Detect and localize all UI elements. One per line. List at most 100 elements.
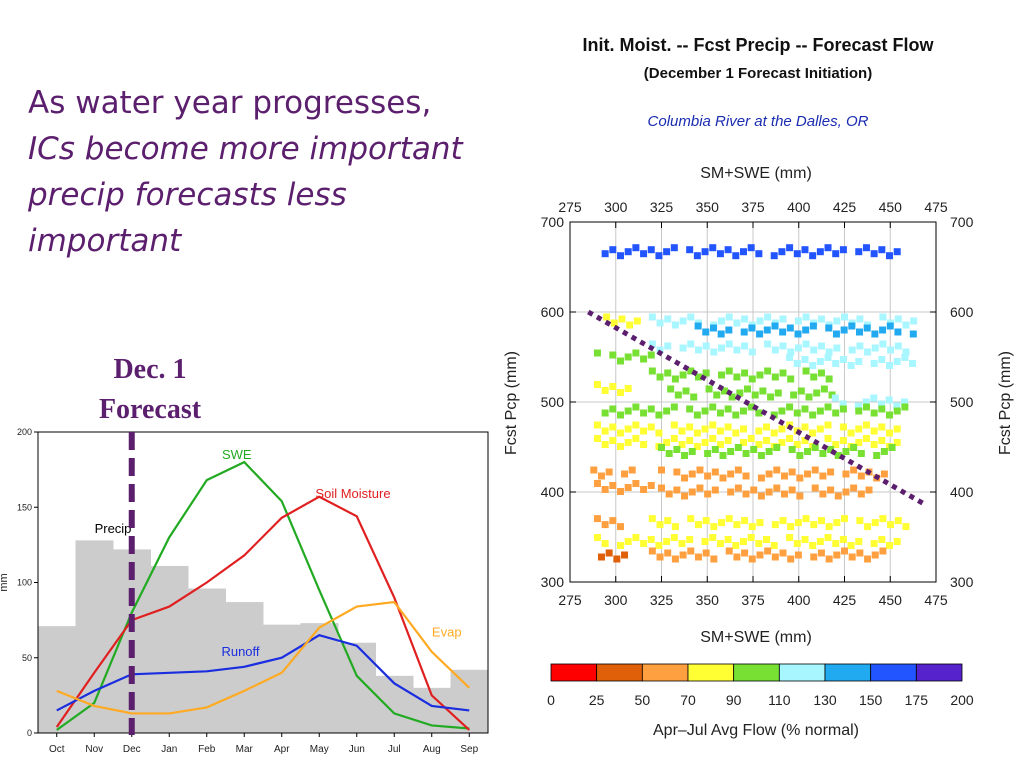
scatter-point [863,324,871,332]
scatter-point [716,441,724,448]
scatter-point [824,244,832,252]
scatter-point [794,317,802,325]
scatter-point [744,385,752,393]
scatter-point [628,466,636,474]
scatter-point [857,472,865,480]
scatter-point [687,547,695,555]
scatter-point [794,519,802,527]
scatter-point [696,466,704,474]
x-tick-label: Feb [198,744,216,755]
scatter-point [786,324,794,332]
scatter-point [809,252,817,260]
scatter-point [593,349,601,357]
scatter-point [701,425,709,433]
scatter-point [663,407,671,415]
scatter-point [739,248,747,256]
scatter-point [879,340,887,348]
scatter-point [640,427,648,435]
scatter-point [886,322,894,330]
scatter-point [790,391,798,399]
scatter-point [802,367,810,375]
scatter-point [885,396,893,404]
scatter-point [779,315,787,323]
scatter-point [663,538,671,545]
scatter-point [865,486,873,494]
x-tick-label: 450 [879,592,903,608]
scatter-point [658,484,665,492]
scatter-point [748,324,756,332]
x-tick-label: 350 [696,592,720,608]
scatter-point [910,317,918,325]
scatter-point [671,321,679,329]
scatter-point [742,472,750,480]
scatter-point [786,403,794,411]
scatter-point [709,244,717,252]
precip-bar [38,626,76,733]
scatter-point [593,480,601,487]
scatter-point [601,540,609,547]
trend-line [587,309,929,508]
scatter-point [690,393,698,401]
scatter-point [839,246,847,254]
scatter-point [824,403,832,411]
scatter-point [833,551,841,559]
scatter-point [816,358,824,365]
colorbar-tick-label: 150 [859,692,883,708]
scatter-point [879,326,887,334]
scatter-point [755,409,763,417]
colorbar-segment [915,663,963,682]
x-axis-label-top: SM+SWE (mm) [700,165,812,182]
y-tick-label: 0 [27,728,32,738]
scatter-point [686,437,694,444]
scatter-point [832,441,840,448]
scatter-point [893,358,901,365]
scatter-point [640,250,648,258]
scatter-point [609,351,617,359]
scatter-point [718,344,726,352]
scatter-point [833,317,841,325]
precip-bar [375,675,414,733]
scatter-point [864,348,872,356]
scatter-point [663,439,671,446]
colorbar-segment [824,663,872,682]
scatter-point [733,521,741,529]
scatter-point [810,521,818,529]
scatter-point [679,317,687,325]
scatter-point [771,373,779,381]
y-axis-label-right: Fcst Pcp (mm) [997,351,1014,455]
scatter-point [793,360,801,367]
y-tick-label-right: 700 [950,214,974,230]
scatter-point [679,551,687,559]
scatter-point [887,346,895,354]
scatter-point [848,322,856,330]
scatter-point [624,353,632,361]
colorbar-segment [870,663,917,682]
scatter-point [757,474,765,482]
scatter-point [773,466,781,474]
scatter-point [816,248,824,256]
scatter-point [701,407,709,415]
scatter-point [647,351,655,359]
scatter-point [716,427,724,435]
scatter-point [824,534,832,541]
y-tick-label: 150 [17,502,32,512]
scatter-point [617,411,625,419]
scatter-point [827,446,835,453]
x-tick-label-top: 475 [924,199,948,215]
y-tick-label: 700 [541,214,565,230]
scatter-point [713,391,721,399]
scatter-point [618,315,626,323]
scatter-point [755,540,763,547]
scatter-point [741,342,749,350]
scatter-point [664,549,672,557]
scatter-point [609,423,617,431]
scatter-point [841,515,848,523]
x-tick-label-top: 325 [650,199,674,215]
scatter-point [701,538,709,545]
scatter-point [704,472,712,480]
x-tick-label: Sep [460,744,478,755]
scatter-point [632,421,640,429]
scatter-point [763,437,771,444]
scatter-point [748,348,756,356]
scatter-point [696,484,704,492]
